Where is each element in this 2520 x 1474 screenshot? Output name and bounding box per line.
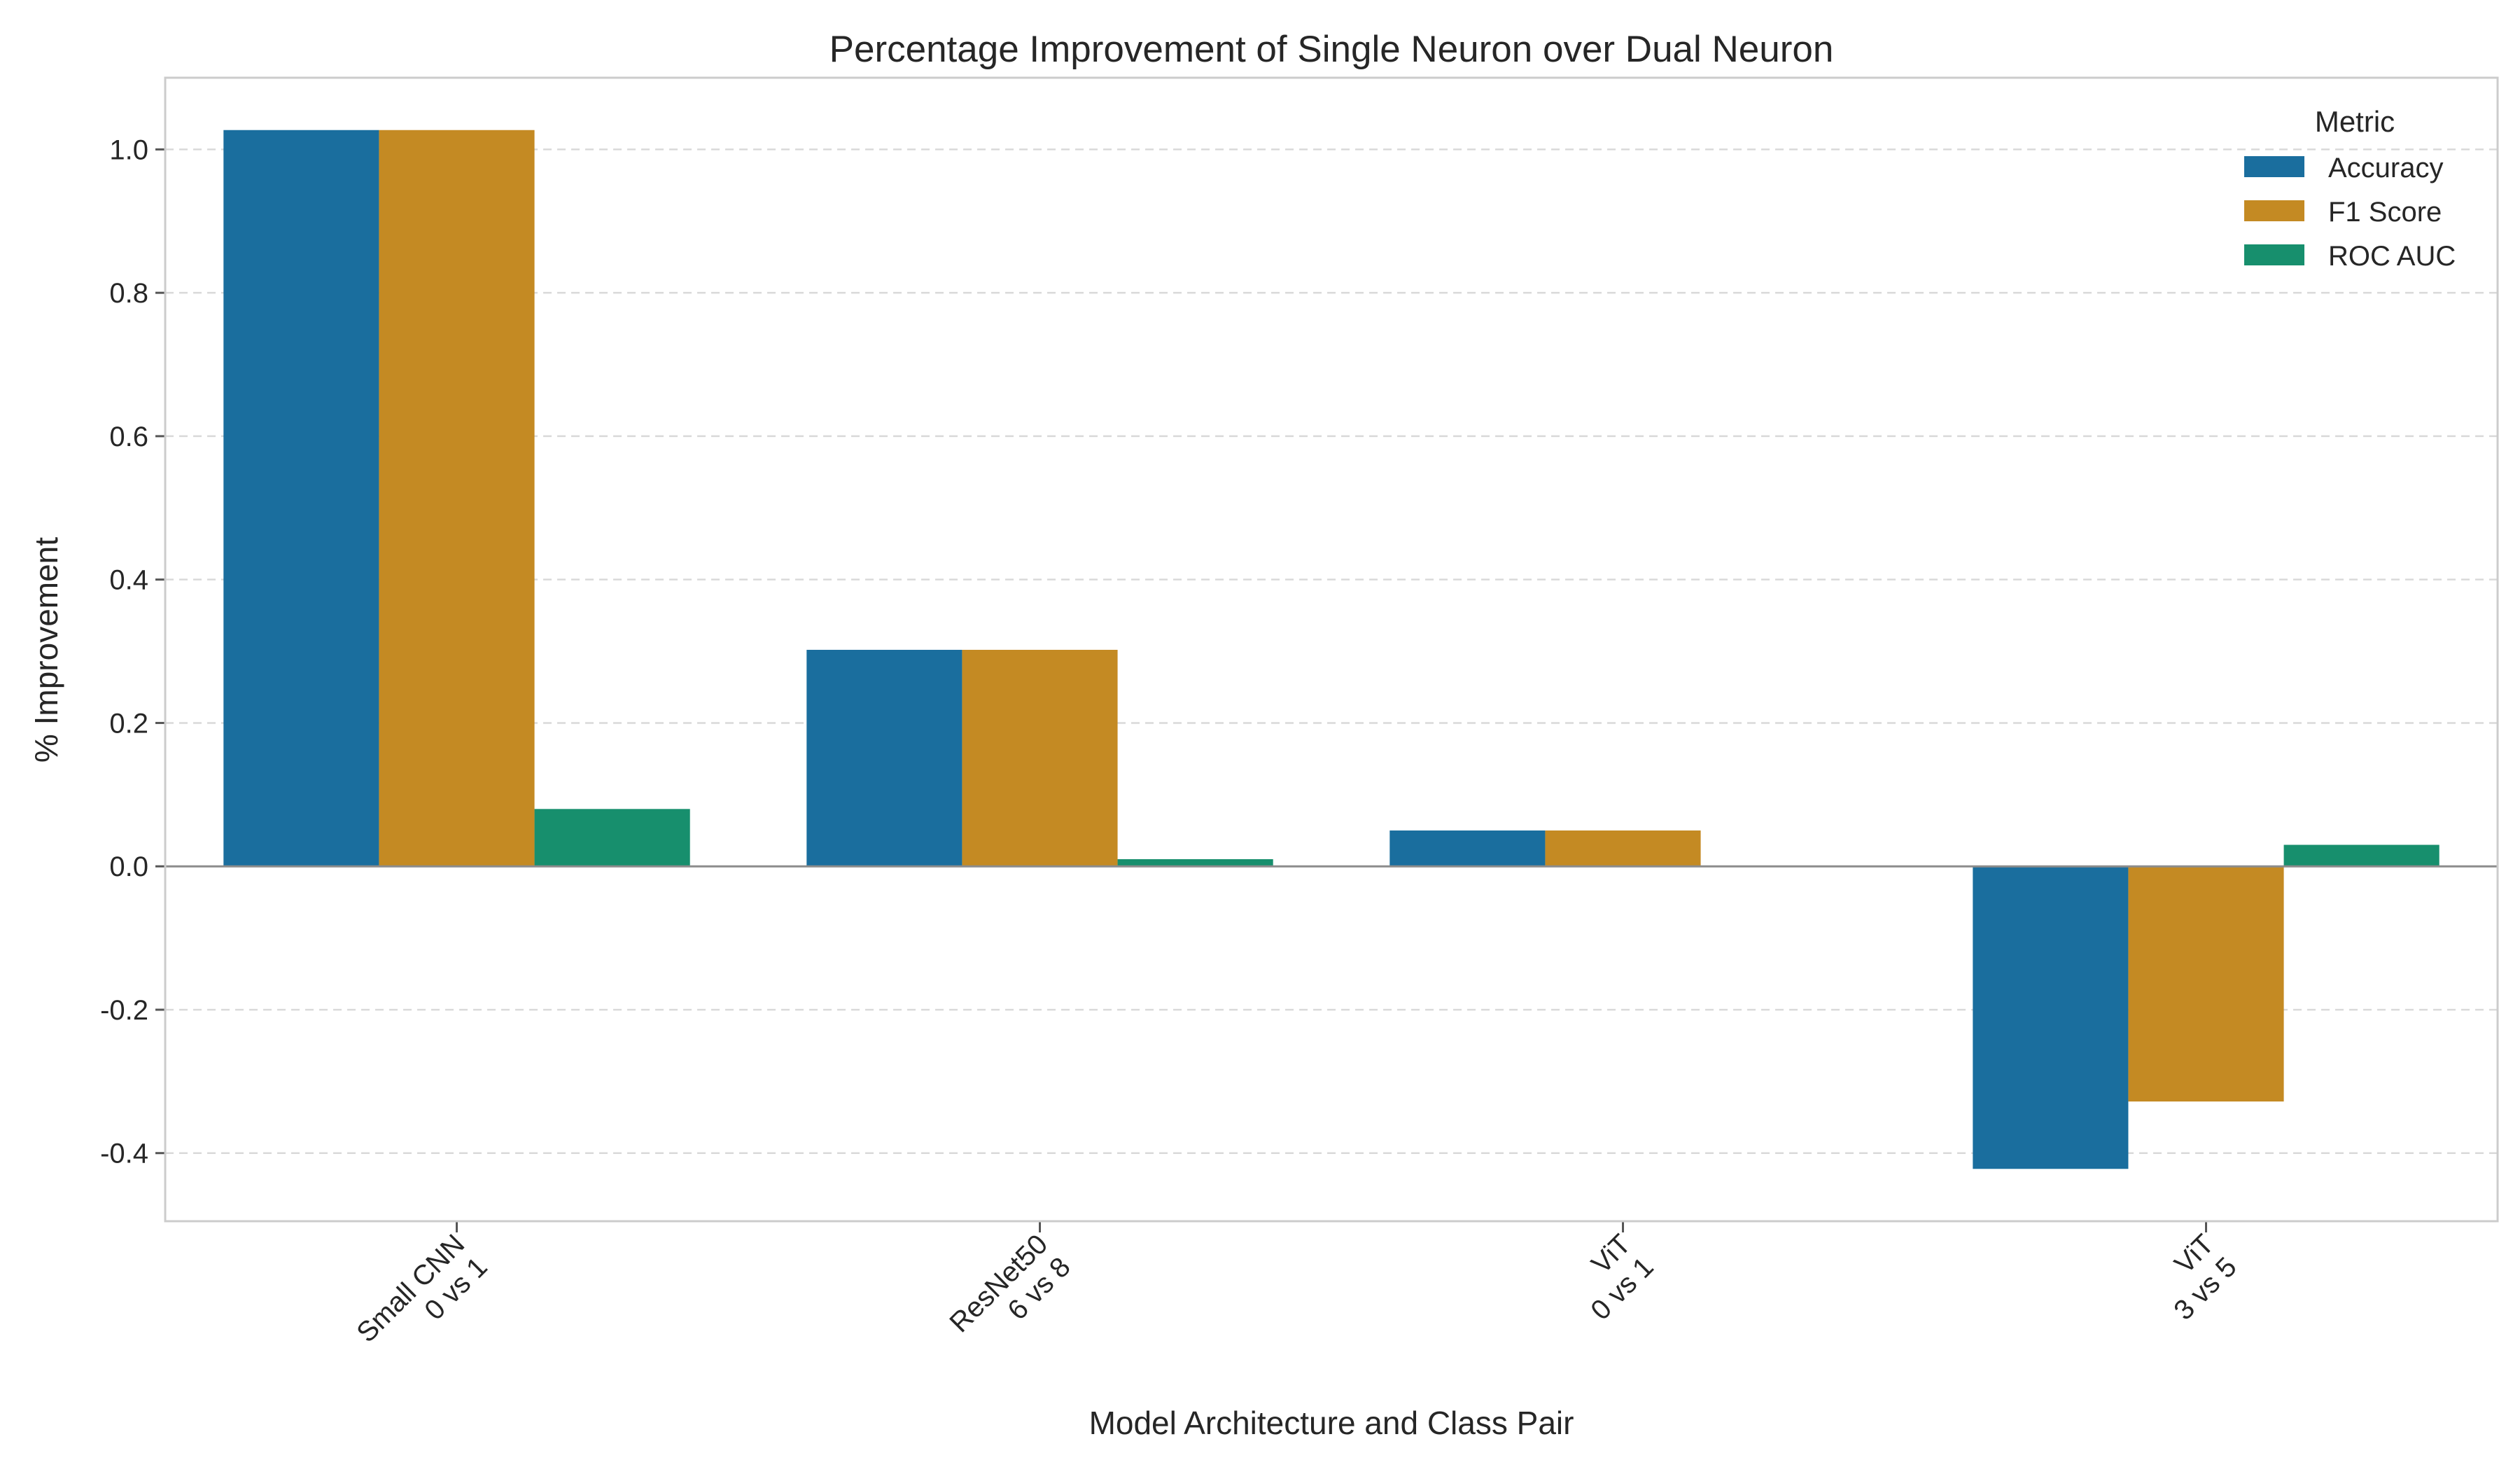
bar-f1-score <box>379 130 535 867</box>
bar-accuracy <box>1973 866 2129 1169</box>
y-tick-label: 1.0 <box>109 134 148 165</box>
y-tick-label: -0.2 <box>100 995 148 1026</box>
plot-frame <box>164 76 2499 1223</box>
y-tick-label: -0.4 <box>100 1139 148 1169</box>
bars <box>223 130 2440 1169</box>
legend-swatch <box>2244 244 2304 265</box>
y-tick-label: 0.0 <box>109 851 148 882</box>
legend-label: F1 Score <box>2328 197 2442 228</box>
legend-title: Metric <box>2315 105 2395 138</box>
y-axis-ticks: -0.4 -0.2 0.0 0.2 0.4 0.6 0.8 1.0 <box>100 134 165 1169</box>
bar-f1-score <box>2128 866 2284 1102</box>
bar-accuracy <box>806 650 962 867</box>
bar-roc-auc <box>534 809 690 867</box>
y-tick-label: 0.4 <box>109 565 148 596</box>
legend-swatch <box>2244 156 2304 177</box>
bar-f1-score <box>1545 830 1701 867</box>
legend-label: Accuracy <box>2328 153 2444 183</box>
bar-roc-auc <box>2283 844 2440 867</box>
y-tick-label: 0.2 <box>109 708 148 739</box>
bar-roc-auc <box>1117 858 1273 867</box>
legend-swatch <box>2244 200 2304 221</box>
bar-accuracy <box>223 130 379 867</box>
chart-title: Percentage Improvement of Single Neuron … <box>830 29 1834 70</box>
y-tick-label: 0.8 <box>109 278 148 309</box>
bar-accuracy <box>1390 830 1546 867</box>
legend: Metric Accuracy F1 Score ROC AUC <box>2244 105 2456 272</box>
bar-f1-score <box>962 650 1118 867</box>
x-axis-label: Model Architecture and Class Pair <box>1089 1405 1574 1441</box>
y-tick-label: 0.6 <box>109 422 148 452</box>
legend-label: ROC AUC <box>2328 241 2456 272</box>
y-axis-label: % Improvement <box>28 537 64 763</box>
